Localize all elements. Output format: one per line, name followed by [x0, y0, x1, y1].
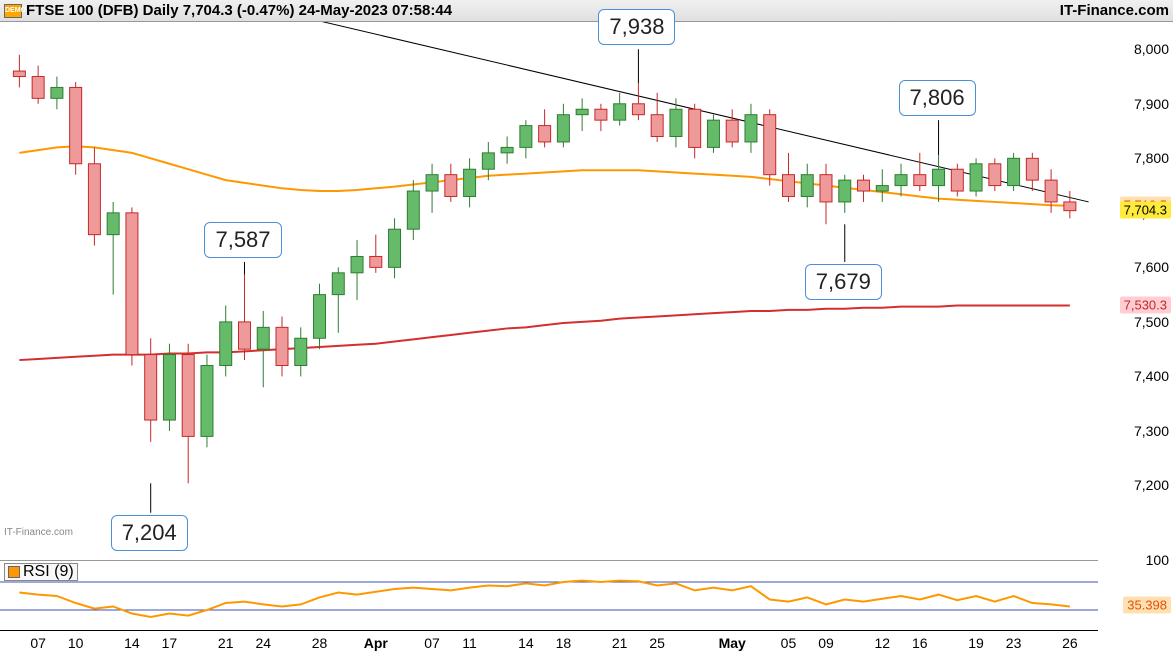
price-flag: 7,704.3 [1120, 202, 1171, 219]
rsi-flag: 35.398 [1123, 597, 1171, 614]
price-chart[interactable]: IT-Finance.com 7,9387,5877,2047,8067,679 [0, 22, 1098, 540]
y-tick: 7,300 [1134, 423, 1169, 439]
x-tick: 07 [30, 635, 46, 651]
rsi-y-tick: 100 [1146, 552, 1169, 568]
x-tick: 12 [874, 635, 890, 651]
x-tick: 23 [1006, 635, 1022, 651]
x-tick: 14 [518, 635, 534, 651]
y-tick: 7,200 [1134, 477, 1169, 493]
x-tick: 19 [968, 635, 984, 651]
rsi-panel[interactable]: RSI (9) [0, 560, 1098, 630]
x-tick: 18 [556, 635, 572, 651]
x-tick: 26 [1062, 635, 1078, 651]
rsi-y-axis: 10035.398 [1098, 560, 1173, 630]
x-tick: 14 [124, 635, 140, 651]
price-annotation: 7,806 [899, 80, 976, 116]
y-tick: 7,500 [1134, 314, 1169, 330]
price-flag: 7,530.3 [1120, 297, 1171, 314]
y-tick: 7,800 [1134, 150, 1169, 166]
price-annotation: 7,679 [805, 264, 882, 300]
x-tick: 10 [68, 635, 84, 651]
price-annotation: 7,204 [111, 515, 188, 551]
x-tick: May [719, 635, 746, 651]
x-tick: 05 [781, 635, 797, 651]
demo-icon: DEMO [4, 4, 22, 18]
price-annotation: 7,938 [598, 9, 675, 45]
y-tick: 7,900 [1134, 96, 1169, 112]
chart-header: DEMO FTSE 100 (DFB) Daily 7,704.3 (-0.47… [0, 0, 1173, 22]
x-tick: 16 [912, 635, 928, 651]
x-tick: Apr [364, 635, 388, 651]
x-tick: 24 [255, 635, 271, 651]
x-tick: 21 [612, 635, 628, 651]
x-axis: 07 10 14 17 21 24 28 Apr 07 11 14 18 21 25 May 05 09 12 16… [0, 630, 1098, 660]
x-tick: 07 [424, 635, 440, 651]
y-tick: 7,600 [1134, 259, 1169, 275]
x-tick: 17 [162, 635, 178, 651]
itf-watermark: IT-Finance.com [4, 527, 73, 538]
price-annotation: 7,587 [204, 222, 281, 258]
chart-title: FTSE 100 (DFB) Daily 7,704.3 (-0.47%) 24… [26, 2, 452, 19]
x-tick: 25 [649, 635, 665, 651]
x-tick: 21 [218, 635, 234, 651]
x-tick: 11 [462, 635, 477, 651]
x-tick: 09 [818, 635, 834, 651]
x-tick: 28 [312, 635, 328, 651]
y-tick: 7,400 [1134, 368, 1169, 384]
y-tick: 8,000 [1134, 41, 1169, 57]
y-axis: 7,2007,3007,4007,5007,6007,7007,8007,900… [1098, 22, 1173, 540]
site-label: IT-Finance.com [1060, 2, 1169, 19]
